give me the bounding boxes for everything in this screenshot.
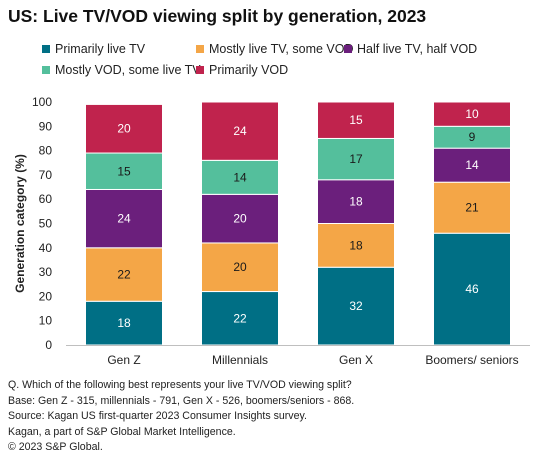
chart-title: US: Live TV/VOD viewing split by generat… — [8, 6, 427, 26]
legend-label-mostly-vod: Mostly VOD, some live TV — [55, 63, 201, 77]
bar-value-label: 18 — [117, 316, 131, 330]
bar-value-label: 18 — [349, 238, 363, 252]
y-tick-label: 90 — [39, 119, 53, 133]
bar-value-label: 24 — [233, 124, 247, 138]
bar-segment — [317, 223, 395, 268]
x-tick-label: Gen Z — [107, 353, 140, 367]
legend-swatch-primarily-vod — [196, 66, 204, 74]
y-axis-ticks: 0 10 20 30 40 50 60 70 80 90 100 — [32, 95, 52, 352]
x-axis-labels: Gen Z Millennials Gen X Boomers/ seniors — [107, 353, 518, 367]
bar-value-label: 20 — [233, 260, 247, 274]
bar-segment — [201, 101, 279, 161]
legend: Primarily live TV Mostly live TV, some V… — [0, 0, 535, 100]
legend-item-mostly-vod: Mostly VOD, some live TV — [42, 63, 201, 77]
bar-segment — [85, 103, 163, 154]
footnotes: Q. Which of the following best represent… — [8, 378, 354, 456]
y-tick-label: 20 — [39, 289, 53, 303]
legend-label-primarily-live-tv: Primarily live TV — [55, 42, 146, 56]
legend-label-half-live-tv: Half live TV, half VOD — [357, 42, 478, 56]
y-tick-label: 30 — [39, 265, 53, 279]
bar-value-label: 22 — [117, 268, 131, 282]
y-axis-label: Generation category (%) — [13, 154, 27, 293]
legend-item-primarily-vod: Primarily VOD — [196, 63, 288, 77]
bar-value-label: 14 — [233, 170, 247, 184]
legend-swatch-primarily-live-tv — [42, 45, 50, 53]
y-tick-label: 80 — [39, 144, 53, 158]
bar-value-label: 24 — [117, 212, 131, 226]
legend-label-mostly-live-tv: Mostly live TV, some VOD — [209, 42, 354, 56]
y-tick-label: 10 — [39, 314, 53, 328]
bar-segment — [201, 242, 279, 293]
legend-swatch-mostly-live-tv — [196, 45, 204, 53]
bar-value-label: 22 — [233, 311, 247, 325]
bar-segment — [201, 159, 279, 195]
bar-segment — [433, 147, 511, 183]
footnote-source: Source: Kagan US first-quarter 2023 Cons… — [8, 410, 307, 423]
footnote-copyright: © 2023 S&P Global. — [8, 441, 103, 454]
legend-swatch-mostly-vod — [42, 66, 50, 74]
legend-item-half-live-tv: Half live TV, half VOD — [344, 42, 477, 56]
y-tick-label: 40 — [39, 241, 53, 255]
bar-value-label: 15 — [349, 113, 363, 127]
bar-segment — [433, 101, 511, 127]
bar-value-label: 46 — [465, 282, 479, 296]
y-tick-label: 60 — [39, 192, 53, 206]
bar-segment — [85, 300, 163, 346]
bar-segment — [85, 247, 163, 302]
legend-item-primarily-live-tv: Primarily live TV — [42, 42, 145, 56]
bar-value-label: 32 — [349, 299, 363, 313]
legend-item-mostly-live-tv: Mostly live TV, some VOD — [196, 42, 354, 56]
bar-value-label: 21 — [465, 201, 479, 215]
bar-value-label: 15 — [117, 164, 131, 178]
bar-value-label: 14 — [465, 158, 479, 172]
bar-segment — [317, 266, 395, 346]
bar-segment — [433, 232, 511, 346]
y-tick-label: 50 — [39, 217, 53, 231]
x-tick-label: Gen X — [339, 353, 373, 367]
footnote-credit: Kagan, a part of S&P Global Market Intel… — [8, 425, 236, 438]
bar-segment — [317, 179, 395, 224]
bar-value-label: 17 — [349, 152, 363, 166]
y-tick-label: 100 — [32, 95, 52, 109]
footnote-question: Q. Which of the following best represent… — [8, 379, 352, 391]
y-tick-label: 70 — [39, 168, 53, 182]
bar-value-label: 20 — [233, 212, 247, 226]
footnote-base: Base: Gen Z - 315, millennials - 791, Ge… — [8, 394, 355, 407]
stacked-bar-chart: Generation category (%) 0 10 20 30 40 50 60 70 8… — [13, 95, 530, 367]
bar-value-label: 10 — [465, 107, 479, 121]
legend-swatch-half-live-tv — [344, 45, 352, 53]
bar-segment — [433, 181, 511, 234]
bar-segment — [201, 291, 279, 346]
bar-segment — [85, 152, 163, 190]
x-tick-label: Millennials — [212, 353, 268, 367]
bar-value-label: 18 — [349, 195, 363, 209]
bar-segment — [317, 101, 395, 139]
bar-segment — [85, 188, 163, 249]
x-tick-label: Boomers/ seniors — [425, 353, 518, 367]
y-tick-label: 0 — [45, 338, 52, 352]
bar-value-label: 20 — [117, 122, 131, 136]
bars: 18 22 24 15 20 22 20 20 14 24 32 18 18 17 15 46 21 14 9 10 — [85, 101, 511, 346]
bar-value-label: 9 — [469, 130, 476, 144]
legend-label-primarily-vod: Primarily VOD — [209, 63, 289, 77]
bar-segment — [317, 137, 395, 181]
